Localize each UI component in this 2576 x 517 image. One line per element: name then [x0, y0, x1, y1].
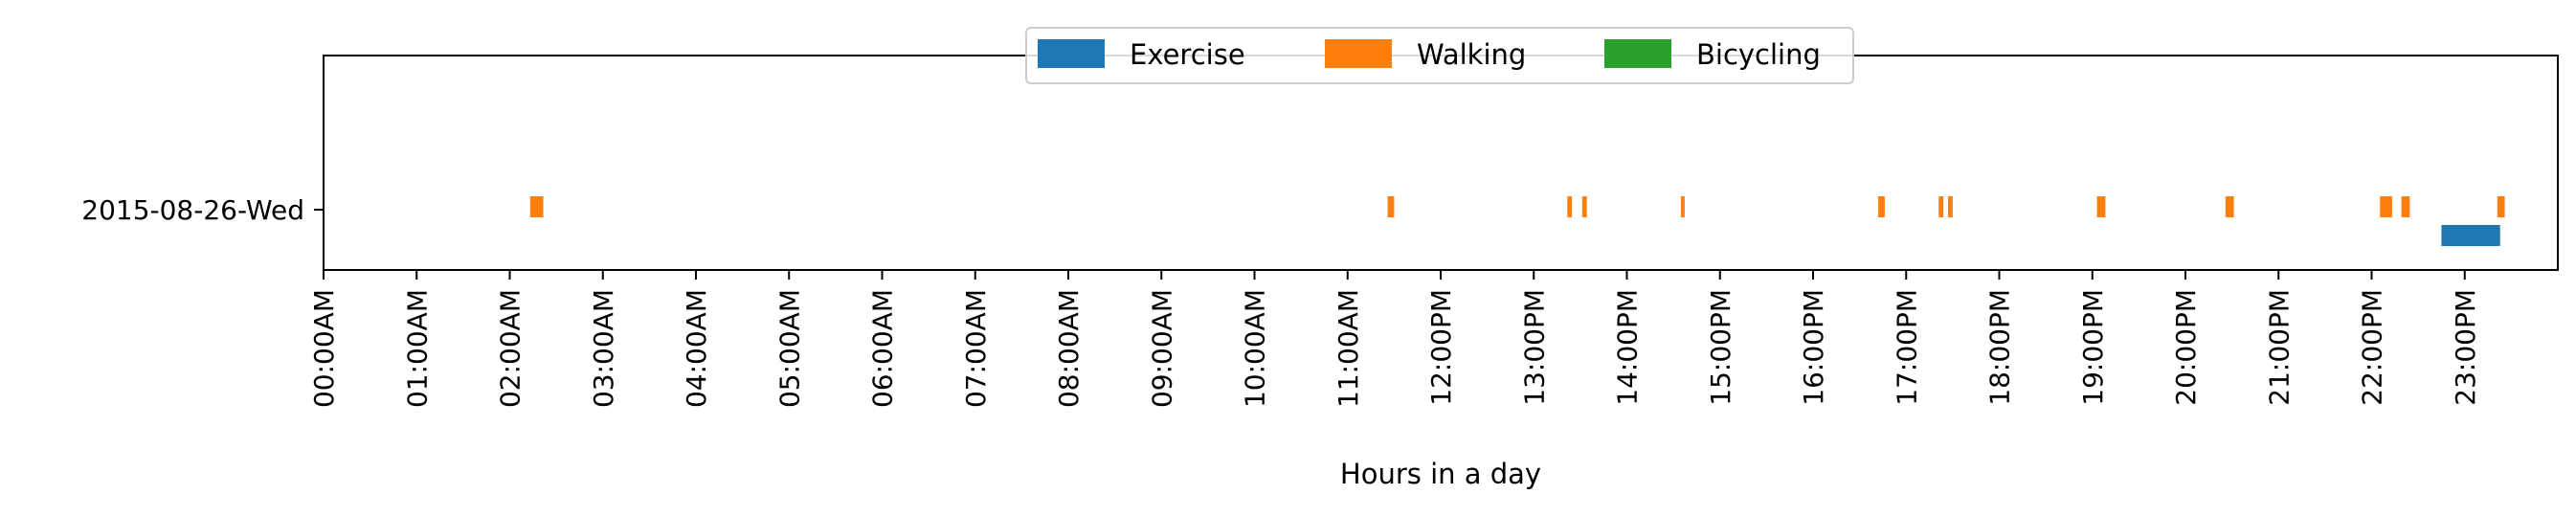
exercise-bar — [2441, 225, 2500, 246]
x-tick-label: 13:00PM — [1518, 289, 1550, 406]
x-tick-label: 11:00AM — [1333, 289, 1364, 408]
walking-bar — [2096, 196, 2106, 217]
x-tick-label: 07:00AM — [960, 289, 992, 408]
walking-bar — [1387, 196, 1395, 217]
walking-bar — [2497, 196, 2505, 217]
x-tick-label: 08:00AM — [1053, 289, 1085, 408]
x-tick-label: 19:00PM — [2077, 289, 2109, 406]
x-tick-label: 03:00AM — [588, 289, 619, 408]
x-tick-label: 04:00AM — [681, 289, 712, 408]
walking-bar — [1567, 196, 1573, 217]
x-tick-label: 14:00PM — [1612, 289, 1644, 406]
x-tick-label: 05:00AM — [773, 289, 805, 408]
x-axis-label: Hours in a day — [1340, 458, 1541, 490]
walking-bar — [1948, 196, 1953, 217]
x-axis-ticks: 00:00AM 01:00AM 02:00AM 03:00AM 04:00AM 05:00… — [308, 270, 2481, 408]
x-tick-label: 10:00AM — [1240, 289, 1271, 408]
legend: Exercise Walking Bicycling — [1025, 27, 1854, 84]
legend-label-exercise: Exercise — [1130, 38, 1245, 71]
walking-bar — [2380, 196, 2392, 217]
walking-bar — [1878, 196, 1885, 217]
x-tick-label: 16:00PM — [1798, 289, 1829, 406]
legend-swatch-exercise — [1038, 39, 1105, 68]
walking-bar — [2225, 196, 2234, 217]
x-tick-label: 21:00PM — [2263, 289, 2295, 406]
legend-label-bicycling: Bicycling — [1696, 38, 1821, 71]
x-tick-label: 12:00PM — [1425, 289, 1457, 406]
legend-label-walking: Walking — [1417, 38, 1526, 71]
x-tick-label: 00:00AM — [308, 289, 340, 408]
x-tick-label: 01:00AM — [401, 289, 433, 408]
x-tick-label: 02:00AM — [495, 289, 526, 408]
x-tick-label: 20:00PM — [2170, 289, 2202, 406]
x-tick-label: 15:00PM — [1705, 289, 1736, 406]
x-tick-label: 06:00AM — [867, 289, 899, 408]
x-tick-label: 18:00PM — [1984, 289, 2016, 406]
x-tick-label: 23:00PM — [2450, 289, 2481, 406]
walking-bar — [1938, 196, 1944, 217]
walking-bar — [2401, 196, 2410, 217]
bars-layer — [529, 196, 2505, 246]
walking-bar — [1680, 196, 1685, 217]
x-tick-label: 09:00AM — [1146, 289, 1177, 408]
legend-swatch-walking — [1325, 39, 1392, 68]
y-tick-label: 2015-08-26-Wed — [81, 194, 304, 226]
walking-bar — [1581, 196, 1587, 217]
legend-swatch-bicycling — [1604, 39, 1671, 68]
y-axis-ticks: 2015-08-26-Wed — [81, 194, 324, 226]
x-tick-label: 17:00PM — [1891, 289, 1922, 406]
walking-bar — [529, 196, 544, 217]
x-tick-label: 22:00PM — [2357, 289, 2388, 406]
